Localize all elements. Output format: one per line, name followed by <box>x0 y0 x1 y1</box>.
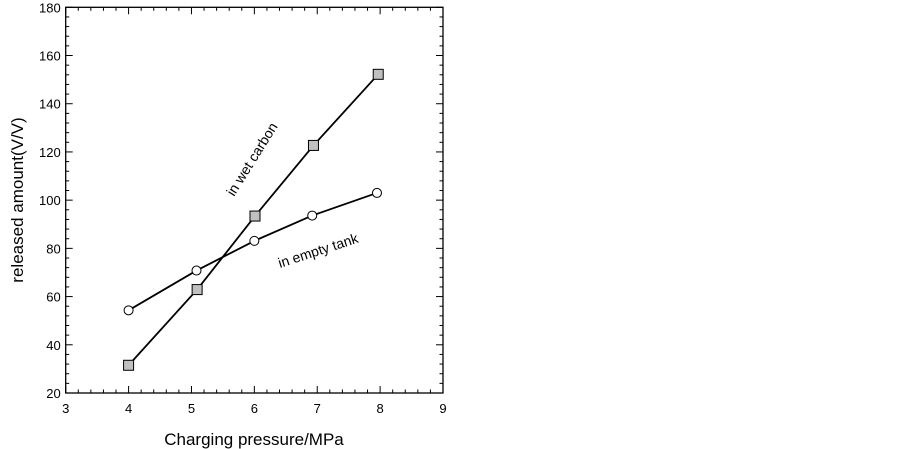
x-tick-label: 6 <box>251 401 258 416</box>
y-tick-label: 160 <box>39 49 61 64</box>
x-tick-label: 8 <box>376 401 383 416</box>
data-point-square <box>249 210 261 222</box>
x-tick-label: 5 <box>188 401 195 416</box>
annotation-wet-carbon: in wet carbon <box>223 119 281 198</box>
data-point-circle <box>371 187 382 198</box>
annotation-empty-tank: in empty tank <box>276 230 361 271</box>
y-tick-label: 140 <box>39 97 61 112</box>
data-point-circle <box>249 235 260 246</box>
y-tick-label: 20 <box>46 386 60 401</box>
x-tick-label: 3 <box>62 401 69 416</box>
data-point-circle <box>191 265 202 276</box>
y-tick-label: 40 <box>46 338 60 353</box>
x-tick-label: 4 <box>125 401 132 416</box>
y-axis-label: released amount(V/V) <box>8 117 27 282</box>
y-tick-label: 60 <box>46 290 60 305</box>
data-point-circle <box>123 305 134 316</box>
data-point-square <box>307 139 319 151</box>
data-point-square <box>191 284 203 296</box>
data-point-square <box>372 68 384 80</box>
data-point-square <box>123 359 135 371</box>
x-tick-label: 7 <box>314 401 321 416</box>
y-tick-label: 100 <box>39 193 61 208</box>
data-point-circle <box>307 210 318 221</box>
y-tick-label: 180 <box>39 0 61 15</box>
x-tick-label: 9 <box>439 401 446 416</box>
y-tick-label: 120 <box>39 145 61 160</box>
y-tick-label: 80 <box>46 241 60 256</box>
plot-frame <box>65 6 444 394</box>
x-axis-label: Charging pressure/MPa <box>164 430 344 449</box>
